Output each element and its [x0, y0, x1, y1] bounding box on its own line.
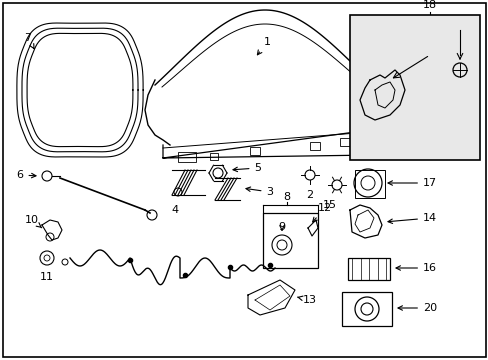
Text: 12: 12	[312, 203, 331, 222]
Text: 5: 5	[233, 163, 261, 173]
Text: 3: 3	[245, 187, 273, 197]
Bar	[341, 292, 391, 326]
Text: 11: 11	[40, 272, 54, 282]
Text: 6: 6	[17, 170, 36, 180]
Bar	[209, 153, 218, 160]
Bar	[263, 213, 317, 268]
Text: 16: 16	[395, 263, 436, 273]
Text: 8: 8	[283, 192, 290, 202]
Text: 19: 19	[445, 28, 459, 38]
Text: 1: 1	[257, 37, 270, 55]
Text: 7: 7	[24, 33, 34, 49]
Bar	[309, 142, 319, 150]
Bar	[339, 138, 349, 146]
Text: 2: 2	[306, 190, 313, 200]
Polygon shape	[163, 110, 374, 158]
Text: 14: 14	[387, 213, 436, 224]
Text: 15: 15	[323, 200, 336, 210]
Text: 4: 4	[171, 205, 178, 215]
Bar	[178, 152, 196, 162]
Text: 10: 10	[25, 215, 41, 228]
Text: 9: 9	[278, 222, 285, 232]
Text: 13: 13	[297, 295, 316, 305]
Bar	[354, 170, 384, 198]
Bar	[347, 258, 389, 280]
Bar	[349, 15, 479, 160]
Text: 20: 20	[397, 303, 436, 313]
Text: 17: 17	[387, 178, 436, 188]
Text: 18: 18	[422, 0, 436, 10]
Bar	[249, 147, 260, 155]
